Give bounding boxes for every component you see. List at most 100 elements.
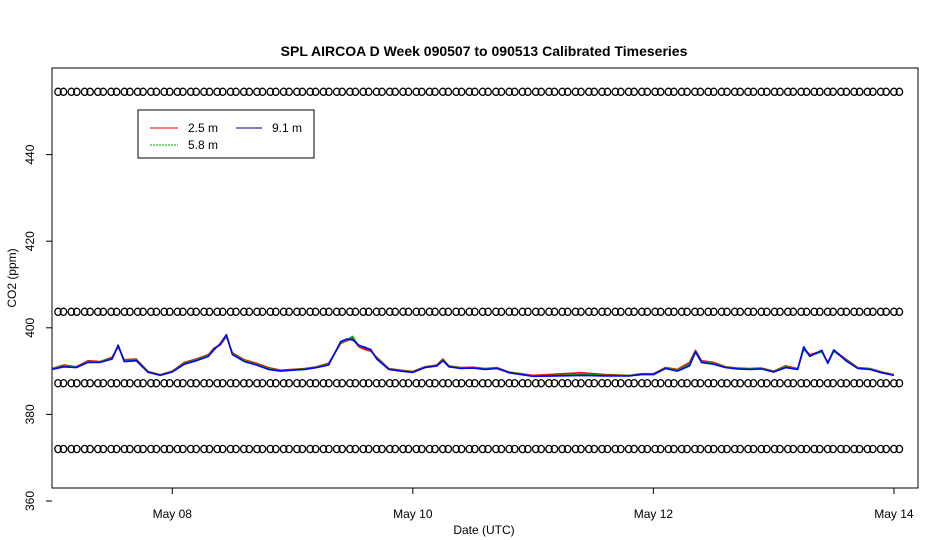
bottom-marker-row-marker	[677, 444, 686, 454]
middle-marker-row-marker	[783, 307, 792, 317]
middle-marker-row-marker	[425, 307, 434, 317]
lower-marker-row-marker	[823, 378, 832, 388]
bottom-marker-row-marker	[492, 444, 500, 454]
upper-marker-row-marker	[465, 87, 474, 97]
bottom-marker-row-marker	[876, 444, 885, 454]
bottom-marker-row-marker	[147, 444, 155, 454]
lower-marker-row-marker	[829, 378, 837, 388]
lower-marker-row-marker	[603, 378, 612, 388]
lower-marker-row-marker	[571, 378, 580, 388]
bottom-marker-row-marker	[531, 444, 540, 454]
lower-marker-row-marker	[815, 378, 824, 388]
lower-marker-row-marker	[258, 378, 267, 388]
upper-marker-row-marker	[399, 87, 407, 97]
upper-marker-row-marker	[545, 87, 553, 97]
middle-marker-row-marker	[465, 307, 474, 317]
lower-marker-row-marker	[656, 378, 665, 388]
upper-marker-row-marker	[385, 87, 394, 97]
upper-marker-row-marker	[558, 87, 567, 97]
lower-marker-row-marker	[545, 378, 553, 388]
upper-marker-row-marker	[152, 87, 161, 97]
bottom-marker-row-marker	[59, 444, 68, 454]
middle-marker-row-marker	[823, 307, 832, 317]
upper-marker-row-marker	[457, 87, 466, 97]
bottom-marker-row-marker	[139, 444, 147, 454]
legend-label-2-5m: 2.5 m	[188, 121, 218, 135]
lower-marker-row-marker	[253, 378, 261, 388]
bottom-marker-row-marker	[651, 444, 659, 454]
series-line-2	[51, 333, 895, 378]
middle-marker-row-marker	[842, 307, 851, 317]
lower-marker-row-marker	[558, 378, 567, 388]
bottom-marker-row-marker	[823, 444, 832, 454]
lower-marker-row-marker	[205, 378, 214, 388]
lower-marker-row-marker	[855, 378, 864, 388]
lower-marker-row-marker	[876, 378, 885, 388]
bottom-marker-row-marker	[126, 444, 134, 454]
x-tick-label: May 12	[634, 507, 674, 521]
middle-marker-row-marker	[346, 307, 354, 317]
lower-marker-row-marker	[797, 378, 805, 388]
middle-marker-row-marker	[417, 307, 426, 317]
middle-marker-row-marker	[232, 307, 240, 317]
bottom-marker-row-marker	[431, 444, 439, 454]
lower-marker-row-marker	[616, 378, 625, 388]
upper-marker-row-marker	[709, 87, 718, 97]
middle-marker-row-marker	[630, 307, 638, 317]
lower-marker-row-marker	[385, 378, 394, 388]
lower-marker-row-marker	[266, 378, 275, 388]
middle-marker-row-marker	[656, 307, 665, 317]
middle-marker-row-marker	[351, 307, 360, 317]
lower-marker-row-marker	[72, 378, 81, 388]
bottom-marker-row-marker	[465, 444, 474, 454]
lower-marker-row-marker	[133, 378, 142, 388]
upper-marker-row-marker	[245, 87, 254, 97]
bottom-marker-row-marker	[417, 444, 426, 454]
upper-marker-row-marker	[484, 87, 492, 97]
lower-marker-row-marker	[810, 378, 819, 388]
middle-marker-row-marker	[492, 307, 500, 317]
lower-marker-row-marker	[285, 378, 293, 388]
middle-marker-row-marker	[637, 307, 646, 317]
lower-marker-row-marker	[346, 378, 354, 388]
bottom-marker-row-marker	[802, 444, 811, 454]
lower-marker-row-marker	[563, 378, 572, 388]
upper-marker-row-marker	[571, 87, 580, 97]
bottom-marker-row-marker	[789, 444, 798, 454]
upper-marker-row-marker	[616, 87, 625, 97]
bottom-marker-row-marker	[757, 444, 766, 454]
lower-marker-row-marker	[783, 378, 792, 388]
middle-marker-row-marker	[762, 307, 771, 317]
bottom-marker-row-marker	[218, 444, 227, 454]
middle-marker-row-marker	[829, 307, 837, 317]
middle-marker-row-marker	[802, 307, 811, 317]
lower-marker-row-marker	[524, 378, 532, 388]
x-tick-label: May 14	[874, 507, 914, 521]
bottom-marker-row-marker	[120, 444, 129, 454]
lower-marker-row-marker	[232, 378, 240, 388]
lower-marker-row-marker	[298, 378, 307, 388]
upper-marker-row-marker	[279, 87, 288, 97]
y-tick-label: 400	[23, 317, 37, 337]
middle-marker-row-marker	[709, 307, 718, 317]
y-axis-title: CO2 (ppm)	[5, 248, 19, 307]
middle-marker-row-marker	[558, 307, 567, 317]
bottom-marker-row-marker	[571, 444, 580, 454]
middle-marker-row-marker	[518, 307, 527, 317]
bottom-marker-row-marker	[245, 444, 254, 454]
upper-marker-row-marker	[93, 87, 102, 97]
upper-marker-row-marker	[285, 87, 293, 97]
upper-marker-row-marker	[757, 87, 766, 97]
lower-marker-row-marker	[152, 378, 161, 388]
series-layer	[51, 333, 895, 378]
middle-marker-row-marker	[133, 307, 142, 317]
x-tick-label: May 10	[393, 507, 433, 521]
y-tick-label: 360	[23, 491, 37, 511]
lower-marker-row-marker	[478, 378, 487, 388]
bottom-marker-row-marker	[643, 444, 652, 454]
bottom-marker-row-marker	[664, 444, 673, 454]
lower-marker-row-marker	[431, 378, 439, 388]
middle-marker-row-marker	[245, 307, 254, 317]
bottom-marker-row-marker	[842, 444, 851, 454]
upper-marker-row-marker	[213, 87, 222, 97]
